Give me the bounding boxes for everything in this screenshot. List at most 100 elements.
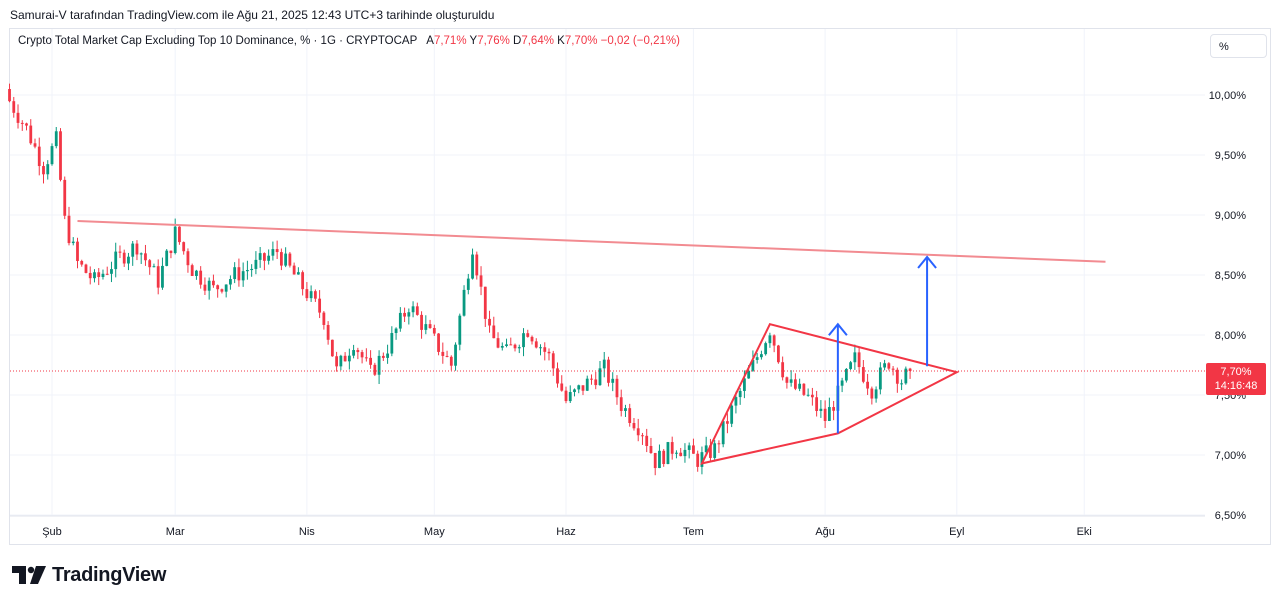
candle-body [54,131,58,147]
candle-body [114,251,118,270]
candle-body [496,338,500,348]
candle [212,274,215,288]
candle-body [88,272,92,279]
x-tick-label: Haz [556,526,576,538]
candle-body [666,442,670,465]
candle-body [441,351,445,356]
candle-body [598,368,602,386]
candle-body [883,363,886,368]
candle [195,269,198,280]
candle [513,343,517,352]
candle-body [483,286,487,319]
candle-body [110,269,113,274]
candle-body [526,333,530,337]
candle [110,261,113,283]
candle-body [148,260,152,268]
candle [190,263,194,276]
candle [611,372,615,392]
candle-body [407,312,411,317]
candle-body [199,270,203,285]
y-tick-label: 9,00% [1215,210,1246,222]
candle [607,356,610,387]
candle-body [530,336,534,342]
candle [738,388,742,405]
target-arrow[interactable] [828,322,848,434]
candle-body [878,367,882,390]
candle-body [760,354,763,358]
candle [883,359,886,371]
candle-body [874,389,878,399]
annotations [10,220,1205,465]
candle-body [692,445,695,454]
candle [844,368,848,383]
candle-body [42,166,45,175]
resistance-line[interactable] [77,220,1106,263]
candle-body [301,272,305,290]
candle [16,104,20,129]
candle [615,375,619,405]
candle [390,326,394,357]
candle-body [318,298,322,313]
candle [241,262,245,287]
candle [309,285,313,302]
symbol-title[interactable]: Crypto Total Market Cap Excluding Top 10… [18,35,418,47]
candle [301,270,305,296]
candle-body [445,355,449,357]
candle-body [292,265,296,275]
candle-body [539,347,542,349]
candle [522,328,525,357]
candle [683,443,687,463]
candle [551,350,555,376]
candle-body [509,344,513,346]
x-tick-label: Eki [1077,526,1092,538]
candle-body [360,352,364,358]
candles [8,83,912,476]
candle [658,444,661,469]
candle [789,370,793,387]
target-arrow[interactable] [917,255,937,367]
candle-body [135,243,139,255]
candle [505,338,508,348]
candle-body [25,123,28,126]
candle [895,367,899,393]
candle-body [343,355,347,362]
candle [675,450,678,459]
candle-body [462,289,466,316]
candle [267,249,271,265]
candle-body [696,453,700,467]
candle-body [390,333,394,354]
candle [347,348,351,370]
candle-body [611,378,615,383]
close-value: 7,70% [564,35,598,47]
tradingview-logo[interactable]: TradingView [12,564,166,586]
candle-body [577,385,581,390]
triangle-pattern[interactable] [700,323,960,465]
candle [645,428,649,453]
candle-body [127,256,130,264]
candle [165,249,169,267]
candle-body [118,251,122,253]
candle-body [16,112,20,123]
candle [84,263,88,274]
candle [717,440,721,454]
candle-body [607,359,610,383]
candle-body [203,284,207,291]
candle [628,403,632,427]
last-price-value: 7,70% [1220,366,1252,378]
candle [271,241,275,261]
candle [760,350,763,360]
candle [857,347,861,374]
candle-body [870,388,874,399]
candle-body [71,241,75,244]
candle-body [169,250,173,254]
candle-body [658,450,661,469]
candle-body [424,324,428,330]
candle-body [861,367,865,382]
candle [254,251,258,275]
candle-body [156,266,160,288]
scale-unit-button[interactable]: % [1210,34,1267,58]
x-tick-label: Mar [166,526,185,538]
candle [810,387,814,406]
candle-body [755,357,759,360]
